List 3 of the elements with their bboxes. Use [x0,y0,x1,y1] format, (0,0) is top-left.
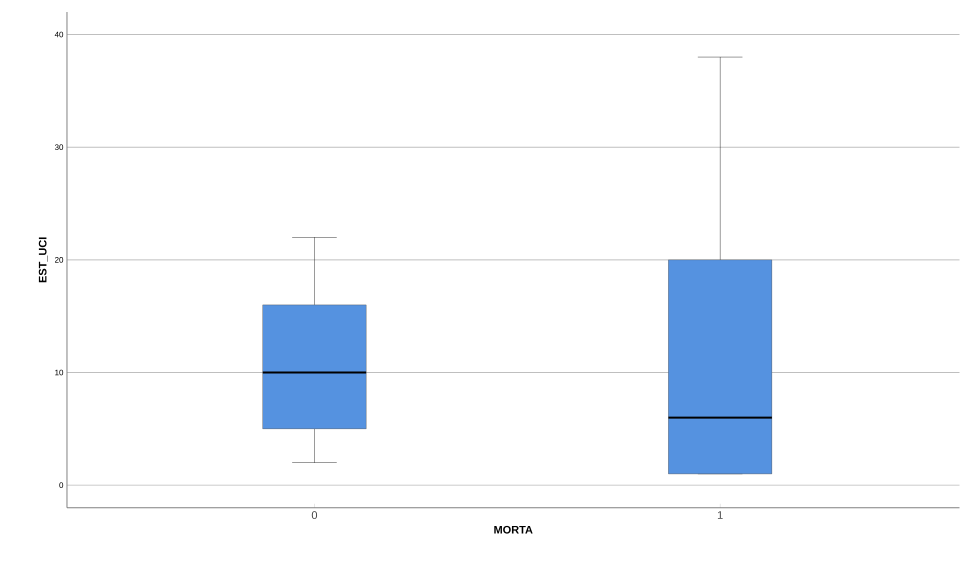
x-tick-label: 1 [718,511,723,519]
y-axis-title: EST_UCI [38,238,48,282]
x-axis-title: MORTA [494,526,533,534]
